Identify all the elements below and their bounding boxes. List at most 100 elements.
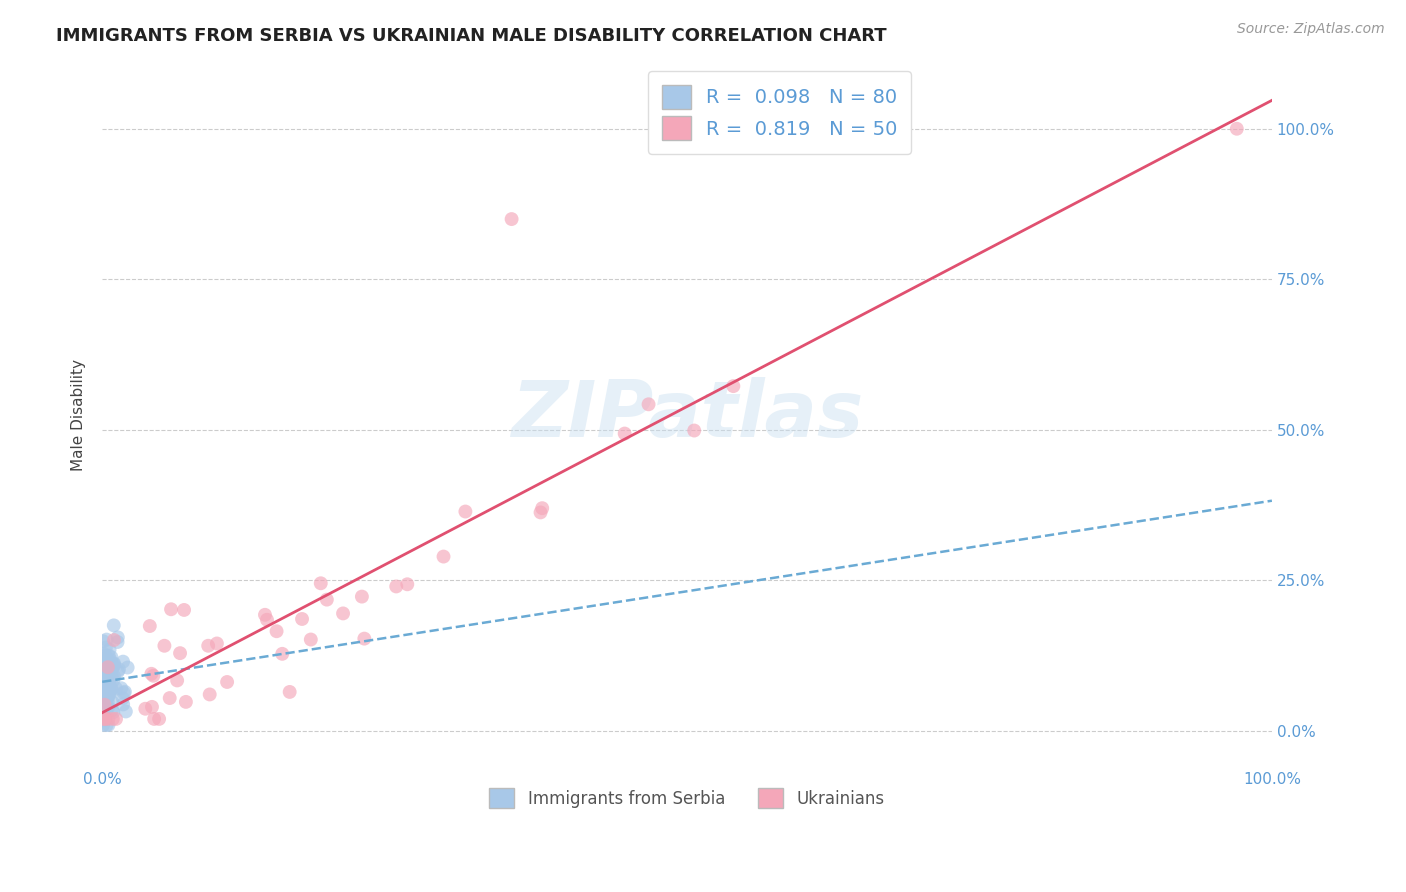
Point <box>143 712 166 726</box>
Point <box>100 668 122 682</box>
Point <box>97 648 120 663</box>
Point <box>107 631 129 645</box>
Point <box>101 695 124 709</box>
Point <box>97 660 120 674</box>
Point <box>94 640 117 655</box>
Point <box>103 633 125 648</box>
Point <box>353 632 375 646</box>
Point <box>94 681 117 696</box>
Point <box>1226 121 1249 136</box>
Point <box>112 655 135 669</box>
Point <box>139 619 162 633</box>
Point <box>197 639 219 653</box>
Point <box>101 712 124 726</box>
Legend: Immigrants from Serbia, Ukrainians: Immigrants from Serbia, Ukrainians <box>482 781 891 815</box>
Point <box>350 590 373 604</box>
Point <box>91 681 114 695</box>
Point <box>93 680 115 694</box>
Point <box>173 603 195 617</box>
Point <box>141 666 163 681</box>
Point <box>112 698 135 712</box>
Point <box>96 692 118 706</box>
Y-axis label: Male Disability: Male Disability <box>72 359 86 471</box>
Point <box>96 673 118 687</box>
Point <box>271 647 294 661</box>
Point <box>117 660 139 674</box>
Point <box>114 685 136 699</box>
Point <box>169 646 191 660</box>
Point <box>266 624 288 639</box>
Point <box>98 642 121 657</box>
Point <box>101 661 124 675</box>
Point <box>332 607 354 621</box>
Point <box>98 686 121 700</box>
Point <box>309 576 332 591</box>
Point <box>142 669 165 683</box>
Point <box>256 613 278 627</box>
Point <box>103 673 125 688</box>
Point <box>100 650 122 665</box>
Point <box>107 635 129 649</box>
Point <box>96 681 118 696</box>
Point <box>160 602 183 616</box>
Point <box>198 688 221 702</box>
Point <box>96 676 118 690</box>
Point <box>96 688 118 702</box>
Point <box>174 695 197 709</box>
Point <box>97 686 120 700</box>
Point <box>105 712 128 726</box>
Point <box>94 653 117 667</box>
Text: IMMIGRANTS FROM SERBIA VS UKRAINIAN MALE DISABILITY CORRELATION CHART: IMMIGRANTS FROM SERBIA VS UKRAINIAN MALE… <box>56 27 887 45</box>
Point <box>111 691 134 706</box>
Point <box>91 634 114 648</box>
Point <box>148 712 170 726</box>
Point <box>94 665 117 680</box>
Point <box>93 671 115 685</box>
Point <box>613 426 636 441</box>
Point <box>103 669 125 683</box>
Point <box>91 652 114 666</box>
Point <box>93 712 115 726</box>
Point <box>93 698 115 712</box>
Point <box>110 681 132 696</box>
Point <box>100 681 122 696</box>
Point <box>96 718 118 732</box>
Point <box>101 703 124 717</box>
Point <box>683 424 706 438</box>
Point <box>94 705 117 719</box>
Point <box>103 659 125 673</box>
Point <box>115 705 138 719</box>
Point <box>93 657 115 671</box>
Point <box>108 663 131 677</box>
Point <box>93 712 115 726</box>
Text: ZIPatlas: ZIPatlas <box>510 376 863 453</box>
Point <box>141 699 163 714</box>
Point <box>299 632 322 647</box>
Point <box>105 681 128 696</box>
Point <box>98 655 121 669</box>
Point <box>97 712 120 726</box>
Point <box>253 607 276 622</box>
Point <box>91 647 114 661</box>
Point <box>94 658 117 673</box>
Point <box>91 718 114 732</box>
Point <box>96 690 118 705</box>
Point <box>94 674 117 689</box>
Text: Source: ZipAtlas.com: Source: ZipAtlas.com <box>1237 22 1385 37</box>
Point <box>723 379 745 393</box>
Point <box>93 662 115 676</box>
Point <box>103 657 125 672</box>
Point <box>98 664 121 678</box>
Point <box>100 662 122 676</box>
Point <box>385 579 408 593</box>
Point <box>278 685 301 699</box>
Point <box>112 686 135 700</box>
Point <box>97 658 120 673</box>
Point <box>96 632 118 647</box>
Point <box>98 675 121 690</box>
Point <box>103 618 125 632</box>
Point <box>98 653 121 667</box>
Point <box>166 673 188 688</box>
Point <box>100 665 122 679</box>
Point <box>97 700 120 714</box>
